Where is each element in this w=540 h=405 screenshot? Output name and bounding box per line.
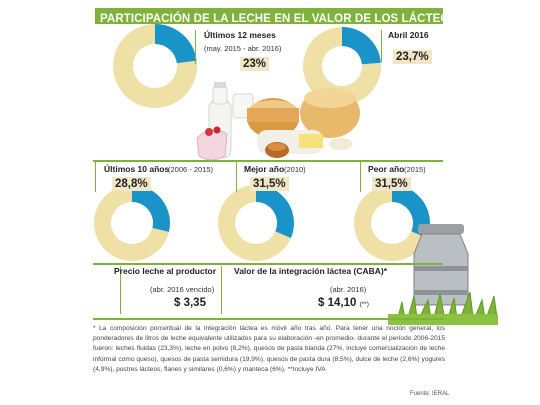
slice-rest — [112, 24, 197, 108]
slice-milk-share — [155, 24, 197, 64]
slice-milk-share — [132, 185, 170, 232]
divider — [381, 30, 382, 62]
caba-value-label: Valor de la integración láctea (CABA)* — [234, 266, 388, 276]
caba-value: $ 14,10 (**) — [318, 297, 369, 309]
slice-milk-share — [342, 27, 381, 65]
donut-last10 — [94, 185, 170, 261]
producer-price-period: (abr. 2016 vencido) — [150, 285, 215, 294]
section-divider — [93, 160, 443, 162]
section-divider — [93, 318, 443, 320]
slice-milk-share — [256, 185, 294, 239]
section-divider — [93, 263, 443, 265]
donut-charts — [94, 24, 430, 261]
chart-label-last10: Últimos 10 años — [104, 164, 170, 174]
divider — [95, 162, 96, 192]
chart-value-april: 23,7% — [393, 50, 432, 64]
chart-label-best: Mejor año — [244, 164, 285, 174]
divider — [221, 266, 222, 314]
donut-april — [302, 27, 381, 105]
divider — [195, 30, 196, 64]
slice-rest — [302, 27, 381, 105]
producer-price-value: $ 3,35 — [174, 297, 206, 309]
page-title: PARTICIPACIÓN DE LA LECHE EN EL VALOR DE… — [100, 12, 465, 25]
chart-value-worst: 31,5% — [372, 177, 411, 191]
divider — [236, 162, 237, 192]
divider — [120, 266, 121, 314]
chart-period-best: (2010) — [284, 165, 306, 174]
producer-price-label: Precio leche al productor — [114, 266, 217, 276]
dairy-products-image — [196, 82, 360, 161]
donut-best — [217, 185, 294, 261]
slice-rest — [217, 185, 291, 261]
divider — [360, 162, 361, 192]
chart-period-last10: (2006 - 2015) — [168, 165, 214, 174]
source-credit: Fuente: IERAL — [410, 391, 450, 397]
milk-can-image — [388, 224, 498, 325]
chart-value-last10: 28,8% — [112, 177, 151, 191]
title-bar — [95, 8, 443, 24]
slice-rest — [354, 185, 427, 261]
chart-value-last12: 23% — [240, 57, 270, 71]
chart-label-worst: Peor año — [368, 164, 405, 174]
caba-value-period: (abr. 2016) — [330, 285, 367, 294]
slice-rest — [94, 185, 169, 261]
chart-period-worst: (2015) — [404, 165, 426, 174]
donut-last12 — [112, 24, 197, 108]
chart-value-best: 31,5% — [250, 177, 289, 191]
chart-period-last12: (may. 2015 - abr. 2016) — [204, 44, 282, 53]
chart-label-last12: Últimos 12 meses — [204, 30, 276, 40]
chart-label-april: Abril 2016 — [388, 30, 429, 40]
footnote: * La composición porcentual de la integr… — [93, 325, 445, 373]
